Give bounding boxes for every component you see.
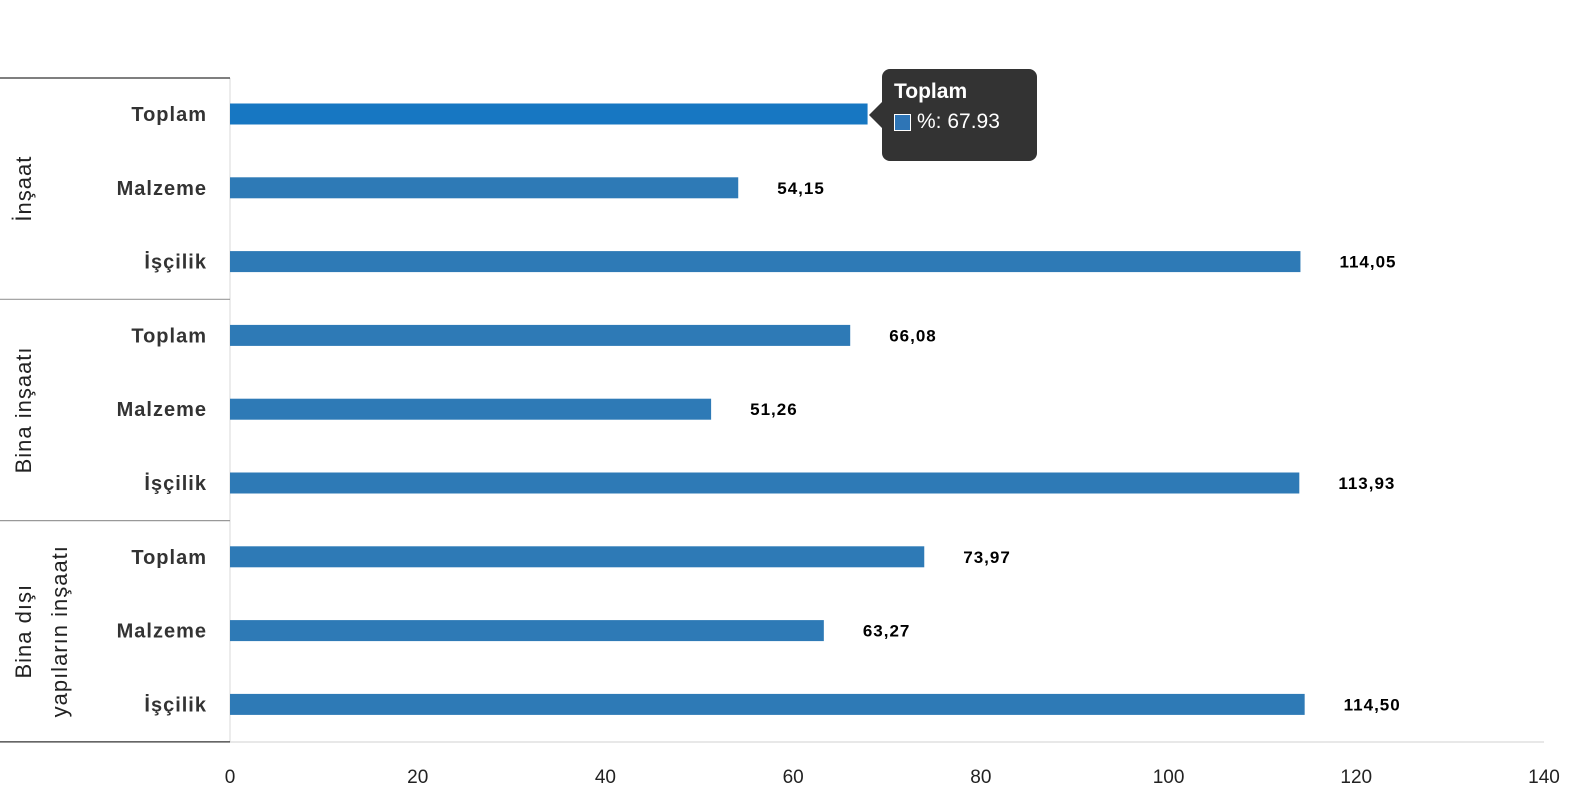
data-label: 73,97 (963, 548, 1011, 567)
group-label: Bina inşaatı (11, 346, 36, 473)
x-tick-label: 100 (1153, 767, 1185, 788)
bar (230, 620, 824, 642)
bar (230, 693, 1305, 715)
x-tick-label: 20 (407, 767, 428, 788)
x-tick-label: 80 (970, 767, 991, 788)
tooltip-swatch-icon (894, 113, 911, 131)
group-label: İnşaat (11, 156, 36, 222)
x-tick-label: 140 (1528, 767, 1560, 788)
bar (230, 324, 851, 346)
tooltip-title: Toplam (894, 80, 968, 103)
x-tick-label: 40 (595, 767, 616, 788)
category-label: Malzeme (117, 399, 207, 421)
bar (230, 546, 925, 568)
bar (230, 177, 739, 199)
category-label: Malzeme (117, 621, 207, 643)
category-label: Toplam (131, 104, 207, 126)
data-label: 51,26 (750, 400, 798, 419)
tooltip-value: %: 67.93 (917, 110, 1000, 133)
tooltip-row: %: 67.93 (894, 110, 1025, 134)
bar (230, 251, 1301, 273)
data-label: 113,93 (1338, 474, 1395, 493)
category-label: İşçilik (144, 472, 207, 495)
category-label: İşçilik (144, 251, 207, 274)
data-label: 63,27 (863, 622, 911, 641)
category-label: İşçilik (144, 693, 207, 716)
bar (230, 103, 868, 125)
data-label: 114,50 (1344, 695, 1401, 714)
category-label: Malzeme (117, 178, 207, 200)
group-label: Bina dışı (11, 584, 36, 679)
group-label: yapıların inşaatı (47, 545, 72, 717)
data-label: 54,15 (777, 179, 825, 198)
chart-tooltip: Toplam %: 67.93 (869, 69, 1037, 161)
bar (230, 472, 1300, 494)
x-tick-label: 0 (225, 767, 236, 788)
data-label: 114,05 (1339, 253, 1396, 272)
bar (230, 398, 712, 420)
category-label: Toplam (131, 325, 207, 347)
data-label: 66,08 (889, 326, 937, 345)
x-tick-label: 120 (1340, 767, 1372, 788)
category-label: Toplam (131, 547, 207, 569)
x-tick-label: 60 (783, 767, 804, 788)
